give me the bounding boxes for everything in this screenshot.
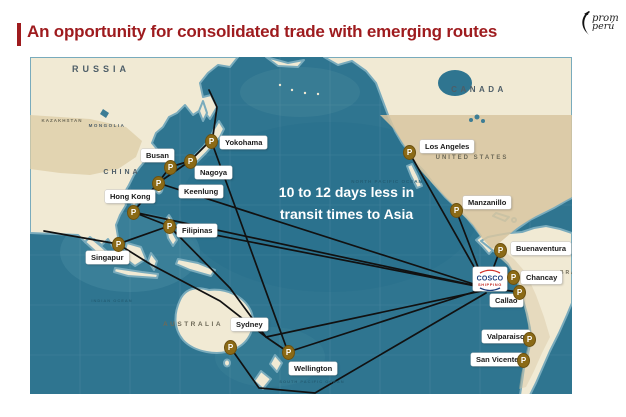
promperu-logo: prom perú <box>578 8 624 38</box>
great-lakes <box>469 114 485 123</box>
promperu-swoosh-icon <box>582 11 590 35</box>
route-yokohama-north <box>208 89 218 144</box>
port-marker-hong-kong: P <box>127 205 140 220</box>
port-marker-sydney: P <box>224 340 237 355</box>
port-label-nagoya: Nagoya <box>195 166 233 179</box>
cosco-logo-canvas: COSCO SHIPPING <box>477 269 504 292</box>
landmass-south-america <box>480 225 572 394</box>
lake-baikal <box>100 109 109 118</box>
port-marker-callao: P <box>513 285 526 300</box>
port-label-yokohama: Yokohama <box>220 136 268 149</box>
port-label-valparaiso: Valparaiso <box>482 330 530 343</box>
aleutian-islands <box>278 83 320 96</box>
landmass-baja <box>406 163 423 189</box>
cosco-shipping-logo: COSCO SHIPPING <box>473 267 507 292</box>
logo-line1: prom <box>592 12 619 24</box>
cosco-top-arc <box>479 269 501 274</box>
landmass-australia <box>174 287 255 354</box>
cosco-sub-text: SHIPPING <box>478 282 502 287</box>
port-label-san-vicente: San Vicente <box>471 353 524 366</box>
port-marker-busan: P <box>164 160 177 175</box>
port-label-singapur: Singapur <box>86 251 129 264</box>
transit-callout-line2: transit times to Asia <box>279 205 414 222</box>
tint-central-asia <box>30 115 142 175</box>
port-marker-buenaventura: P <box>494 243 507 258</box>
port-marker-keenlung: P <box>152 176 165 191</box>
title-accent-bar <box>17 23 21 46</box>
landmass-sakhalin <box>198 100 208 122</box>
port-marker-manzanillo: P <box>450 203 463 218</box>
logo-line2: perú <box>592 21 615 33</box>
route-filipinas-callao <box>168 225 487 289</box>
route-singapur-west <box>43 230 119 245</box>
port-label-filipinas: Filipinas <box>177 224 218 237</box>
port-marker-wellington: P <box>282 345 295 360</box>
port-marker-san-vicente: P <box>517 353 530 368</box>
route-losangeles-callao <box>408 151 487 289</box>
port-marker-nagoya: P <box>184 154 197 169</box>
port-marker-los-angeles: P <box>403 145 416 160</box>
port-label-chancay: Chancay <box>521 271 563 284</box>
port-label-manzanillo: Manzanillo <box>463 196 512 209</box>
route-wellington-callao <box>287 287 487 353</box>
route-filipinas-singapur <box>117 225 170 245</box>
port-marker-chancay: P <box>507 270 520 285</box>
landmass-nz-north <box>269 354 283 373</box>
route-keenlung-callao <box>157 182 487 289</box>
port-label-keenlung: Keenlung <box>179 185 224 198</box>
landmass-new-guinea <box>175 258 216 277</box>
port-marker-singapur: P <box>112 237 125 252</box>
hudson-bay <box>438 70 472 96</box>
map-canvas <box>30 57 572 394</box>
port-marker-yokohama: P <box>205 134 218 149</box>
port-label-wellington: Wellington <box>289 362 338 375</box>
port-marker-filipinas: P <box>163 219 176 234</box>
landmass-java <box>113 267 159 279</box>
port-label-hong-kong: Hong Kong <box>105 190 156 203</box>
port-label-sydney: Sydney <box>231 318 268 331</box>
transit-callout: 10 to 12 days less in transit times to A… <box>259 182 434 225</box>
route-sydney-loop <box>229 292 487 394</box>
promperu-logo-text: prom perú <box>592 12 619 33</box>
pacific-map: RUSSIA KAZAKHSTAN MONGOLIA CHINA CANADA … <box>30 57 572 394</box>
cosco-name-text: COSCO <box>477 276 504 283</box>
cosco-bottom-arc <box>479 287 501 292</box>
tint-andes <box>496 251 550 389</box>
route-southjunction-callao <box>265 289 487 338</box>
landmass-chukotka <box>265 57 305 68</box>
port-label-busan: Busan <box>141 149 174 162</box>
port-label-buenaventura: Buenaventura <box>511 242 572 255</box>
landmass-tasmania <box>223 358 231 368</box>
page-title: An opportunity for consolidated trade wi… <box>27 22 498 41</box>
transit-callout-line1: 10 to 12 days less in <box>278 184 415 200</box>
port-marker-valparaiso: P <box>523 332 536 347</box>
port-label-los-angeles: Los Angeles <box>420 140 475 153</box>
